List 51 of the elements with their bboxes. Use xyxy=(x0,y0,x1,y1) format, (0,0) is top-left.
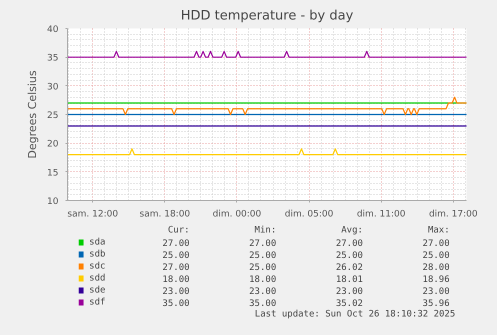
text: 23.00 xyxy=(249,287,276,297)
line-series xyxy=(68,96,466,116)
text: 27.00 xyxy=(336,239,363,249)
text: Avg: xyxy=(341,226,363,236)
text: 18.00 xyxy=(162,275,190,285)
text: 18.00 xyxy=(249,275,276,285)
legend-label: sdb xyxy=(89,250,106,260)
text: 35.02 xyxy=(336,299,363,309)
text: 35.96 xyxy=(422,299,450,309)
x-tick-label: dim. 00:00 xyxy=(212,210,262,220)
text: 18.01 xyxy=(336,275,363,285)
y-tick-label: 40 xyxy=(47,25,59,35)
text: Last update: Sun Oct 26 18:10:32 2025 xyxy=(254,310,456,320)
text: 27.00 xyxy=(422,239,450,249)
text: Max: xyxy=(428,226,450,236)
text: 27.00 xyxy=(249,239,276,249)
legend-label: sdd xyxy=(89,274,106,284)
y-tick-label: 20 xyxy=(47,140,59,150)
y-tick-label: 15 xyxy=(47,168,58,178)
text: 23.00 xyxy=(336,287,363,297)
text: Min: xyxy=(254,226,276,236)
y-tick-label: 10 xyxy=(47,197,59,207)
text: 25.00 xyxy=(422,251,450,261)
text: 25.00 xyxy=(249,251,276,261)
legend-label: sda xyxy=(89,238,106,248)
chart-title: HDD temperature - by day xyxy=(180,8,354,24)
y-tick-label: 35 xyxy=(47,54,58,64)
y-axis-title: Degrees Celsius xyxy=(26,70,40,159)
text: 28.00 xyxy=(422,263,450,273)
x-tick-label: sam. 18:00 xyxy=(140,210,190,220)
text: 25.00 xyxy=(249,263,276,273)
x-tick-label: dim. 17:00 xyxy=(428,210,478,220)
text: 23.00 xyxy=(422,287,450,297)
y-tick-label: 25 xyxy=(47,111,58,121)
x-tick-label: dim. 11:00 xyxy=(356,210,406,220)
text: 27.00 xyxy=(162,263,190,273)
legend-label: sdf xyxy=(89,298,106,308)
text: Cur: xyxy=(168,226,190,236)
text: 23.00 xyxy=(162,287,190,297)
text: 26.02 xyxy=(336,263,363,273)
y-tick-label: 30 xyxy=(47,82,59,92)
text: 25.00 xyxy=(162,251,190,261)
text: 35.00 xyxy=(249,299,276,309)
legend-label: sdc xyxy=(89,262,106,272)
x-tick-label: dim. 05:00 xyxy=(284,210,334,220)
text: 35.00 xyxy=(162,299,190,309)
legend-label: sde xyxy=(89,286,106,296)
x-tick-label: sam. 12:00 xyxy=(67,210,118,220)
text: 18.96 xyxy=(422,275,450,285)
text: 27.00 xyxy=(162,239,190,249)
text: 25.00 xyxy=(336,251,363,261)
